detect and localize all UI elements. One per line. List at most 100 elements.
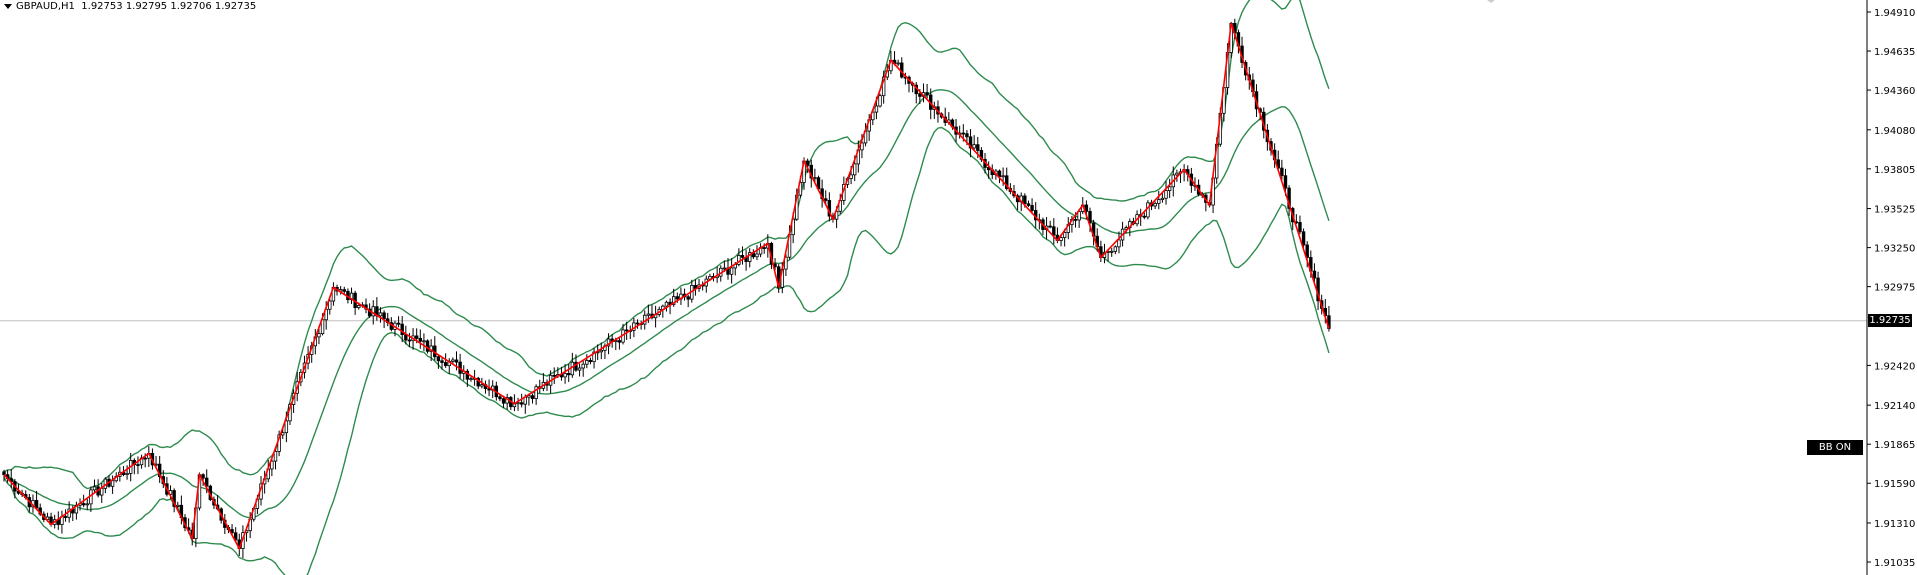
candle-bull	[110, 480, 115, 487]
candle-bear	[968, 136, 973, 149]
candle-bull	[585, 360, 589, 365]
chart-header: GBPAUD,H1 1.92753 1.92795 1.92706 1.9273…	[4, 1, 256, 12]
candle-bull	[1117, 239, 1121, 248]
candle-bull	[860, 142, 864, 151]
candle-bull	[1164, 190, 1168, 199]
zigzag-indicator	[3, 23, 1330, 551]
candle-bear	[407, 339, 412, 342]
candle-bull	[755, 253, 759, 258]
candle-bear	[965, 133, 969, 138]
price-tick-label: 1.93250	[1874, 244, 1915, 255]
candle-bear	[976, 144, 980, 151]
price-tick-label: 1.91590	[1874, 479, 1915, 490]
candle-bull	[281, 432, 285, 436]
candle-bull	[563, 373, 567, 378]
candle-bear	[1084, 204, 1089, 212]
candle-bear	[762, 247, 766, 249]
candle-bull	[849, 174, 853, 180]
candle-bull	[469, 378, 473, 381]
candle-bull	[1062, 232, 1067, 238]
candle-bull	[480, 384, 484, 387]
candle-bear	[136, 464, 140, 467]
price-tick-label: 1.91310	[1874, 519, 1915, 530]
candle-bull	[581, 363, 585, 369]
candle-bear	[367, 308, 372, 317]
candle-bear	[2, 471, 6, 476]
candle-bear	[487, 388, 491, 391]
current-price-label: 1.92735	[1868, 314, 1912, 327]
candle-bear	[805, 160, 810, 166]
bb-middle-band	[3, 89, 1330, 519]
candle-bear	[425, 340, 430, 352]
candle-bull	[1160, 197, 1165, 201]
candle-bull	[273, 451, 278, 462]
candle-bull	[972, 144, 976, 149]
candle-bull	[527, 395, 531, 398]
candle-bear	[1298, 222, 1302, 233]
price-tick-label: 1.93525	[1874, 205, 1915, 216]
zigzag-line	[3, 23, 1330, 551]
candle-bull	[878, 95, 882, 107]
candle-bull	[270, 460, 274, 470]
candle-bull	[722, 267, 727, 270]
bb-upper-band	[3, 0, 1330, 490]
candle-bull	[92, 486, 97, 491]
candle-bear	[588, 360, 593, 363]
candle-bull	[317, 333, 321, 338]
bb-toggle-button[interactable]: BB ON	[1807, 440, 1863, 455]
bollinger-bands	[3, 0, 1330, 575]
candle-bull	[672, 296, 676, 306]
candle-bear	[418, 337, 422, 342]
candle-bear	[396, 322, 401, 325]
candle-bear	[617, 340, 622, 343]
candle-bear	[501, 398, 506, 404]
candle-bull	[1153, 202, 1157, 207]
candle-bear	[1030, 205, 1034, 211]
candle-bear	[740, 255, 745, 258]
candle-bear	[635, 322, 640, 325]
price-axis[interactable]: 1.94910 1.94635 1.94360 1.94080 1.93805 1.935…	[1867, 8, 1915, 569]
candle-bear	[454, 359, 459, 363]
candle-bull	[100, 487, 104, 496]
candle-bull	[592, 351, 596, 363]
candle-bear	[1023, 195, 1027, 205]
candle-bull	[85, 503, 89, 506]
candle-bear	[382, 312, 386, 320]
candle-bear	[686, 296, 690, 300]
candle-bear	[925, 92, 929, 96]
candle-bear	[1305, 244, 1309, 258]
candle-bull	[516, 402, 520, 405]
candle-bear	[824, 198, 828, 201]
candle-bear	[1005, 175, 1009, 189]
candle-bear	[1088, 210, 1092, 224]
candle-bull	[896, 62, 900, 65]
candle-bear	[440, 360, 444, 363]
candle-bull	[284, 420, 289, 434]
candle-bear	[436, 356, 441, 362]
candle-bull	[451, 359, 455, 362]
chevron-down-icon[interactable]	[4, 3, 12, 9]
candle-bull	[577, 367, 582, 371]
candle-bull	[422, 340, 426, 343]
price-tick-label: 1.92140	[1874, 401, 1915, 412]
candle-bull	[729, 267, 734, 275]
candle-bull	[328, 300, 332, 310]
ohlc-values: 1.92753 1.92795 1.92706 1.92735	[81, 1, 257, 12]
candle-bull	[881, 76, 886, 97]
candle-bull	[357, 305, 361, 309]
candle-bear	[34, 500, 39, 509]
scroll-marker-icon	[1487, 0, 1495, 3]
price-tick-label: 1.94635	[1874, 47, 1915, 58]
candle-bear	[918, 93, 922, 97]
candle-bear	[624, 329, 629, 332]
candle-bear	[1283, 175, 1288, 189]
candle-bull	[664, 301, 669, 307]
candle-bear	[530, 395, 535, 399]
candle-bear	[1312, 270, 1317, 279]
price-tick-label: 1.94080	[1874, 126, 1915, 137]
candle-bear	[81, 503, 86, 506]
candle-bear	[414, 335, 419, 339]
candle-bull	[646, 313, 651, 316]
candle-bear	[498, 396, 502, 400]
